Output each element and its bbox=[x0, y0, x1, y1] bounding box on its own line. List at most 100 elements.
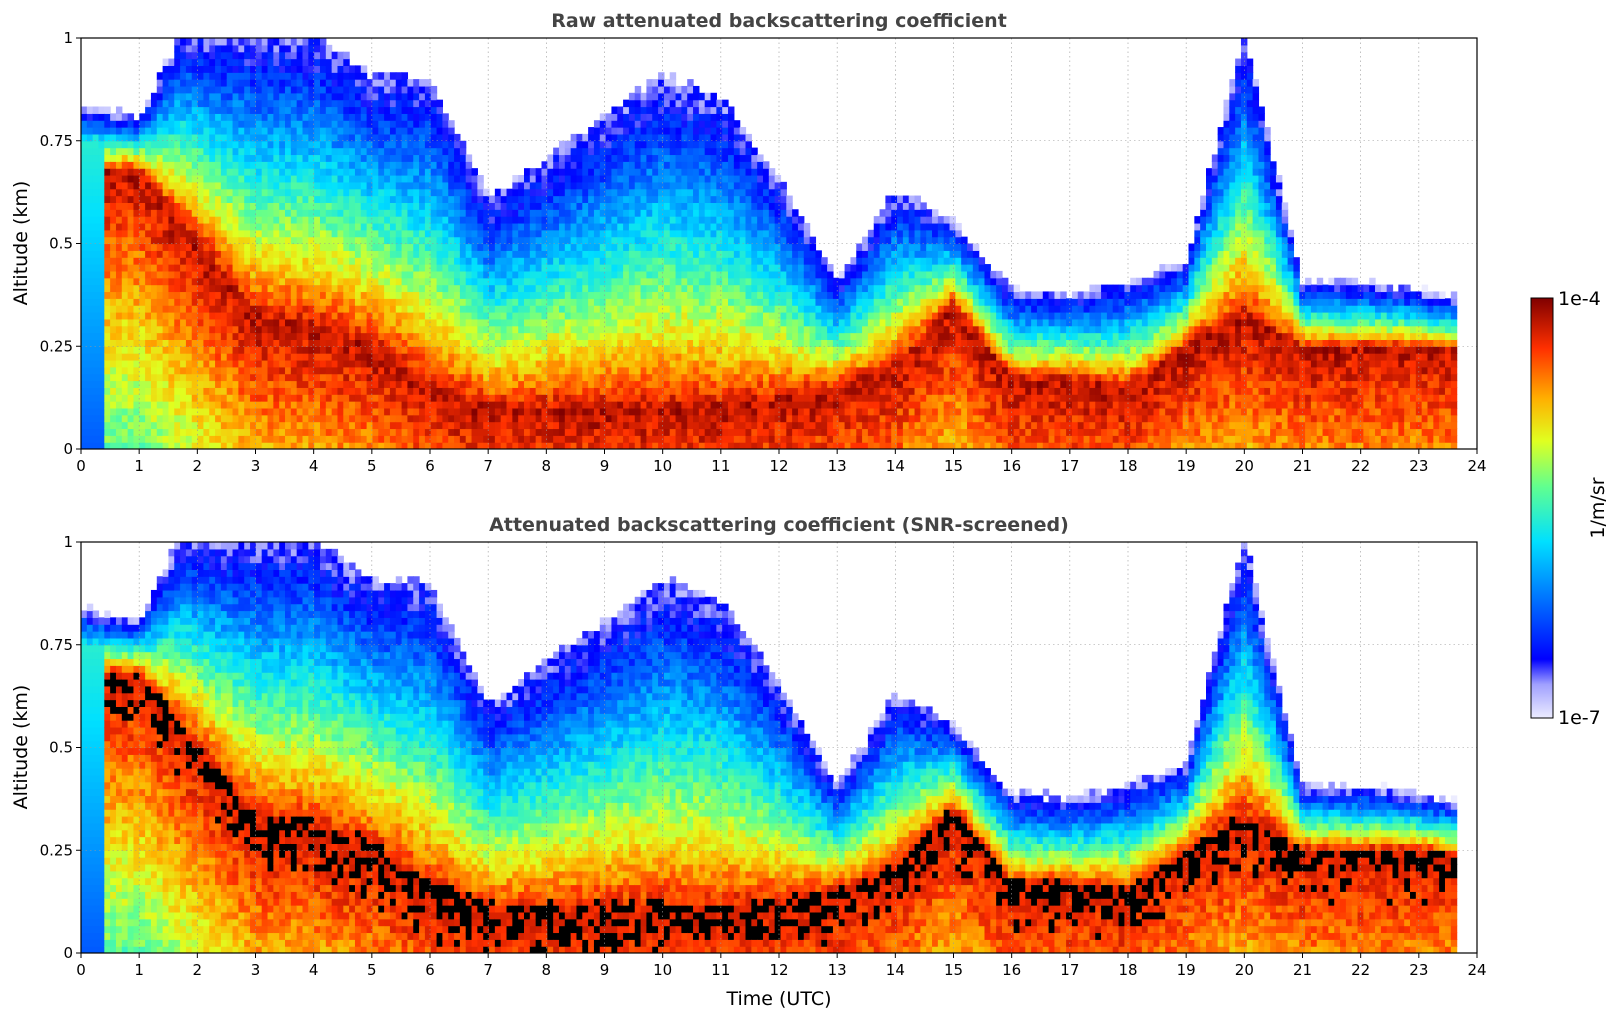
heatmap-cell bbox=[471, 346, 478, 354]
heatmap-cell bbox=[244, 346, 251, 354]
heatmap-cell bbox=[232, 312, 239, 320]
heatmap-cell bbox=[506, 387, 513, 395]
heatmap-cell bbox=[220, 250, 228, 258]
heatmap-cell bbox=[250, 428, 257, 436]
heatmap-cell bbox=[535, 291, 543, 299]
heatmap-cell bbox=[494, 332, 502, 340]
heatmap-cell bbox=[512, 318, 519, 327]
heatmap-cell bbox=[156, 346, 164, 354]
heatmap-cell bbox=[524, 236, 531, 245]
heatmap-cell bbox=[442, 394, 449, 402]
heatmap-cell bbox=[244, 65, 251, 73]
heatmap-cell bbox=[483, 414, 490, 423]
heatmap-cell bbox=[389, 195, 397, 203]
heatmap-cell bbox=[354, 168, 362, 176]
heatmap-cell bbox=[558, 236, 566, 245]
heatmap-cell bbox=[395, 92, 403, 101]
heatmap-cell bbox=[378, 264, 385, 272]
heatmap-cell bbox=[360, 291, 368, 299]
heatmap-cell bbox=[389, 216, 397, 224]
heatmap-cell bbox=[215, 120, 222, 128]
heatmap-cell bbox=[454, 243, 461, 251]
heatmap-cell bbox=[185, 44, 193, 53]
heatmap-cell bbox=[180, 181, 187, 190]
heatmap-cell bbox=[424, 421, 432, 430]
heatmap-cell bbox=[302, 79, 309, 87]
heatmap-cell bbox=[541, 318, 548, 327]
heatmap-cell bbox=[308, 250, 315, 258]
heatmap-cell bbox=[302, 161, 309, 169]
heatmap-cell bbox=[524, 257, 531, 265]
heatmap-cell bbox=[285, 85, 292, 94]
heatmap-cell bbox=[337, 65, 344, 73]
heatmap-cell bbox=[290, 277, 298, 286]
heatmap-cell bbox=[529, 175, 537, 183]
heatmap-cell bbox=[541, 380, 548, 388]
heatmap-cell bbox=[267, 113, 274, 121]
heatmap-cell bbox=[419, 264, 426, 272]
heatmap-cell bbox=[634, 99, 642, 108]
heatmap-cell bbox=[623, 339, 630, 347]
heatmap-cell bbox=[611, 106, 618, 114]
heatmap-cell bbox=[535, 318, 543, 327]
heatmap-cell bbox=[407, 332, 414, 340]
heatmap-cell bbox=[459, 188, 467, 197]
heatmap-cell bbox=[454, 250, 461, 258]
heatmap-cell bbox=[250, 305, 257, 313]
heatmap-cell bbox=[331, 332, 339, 340]
heatmap-cell bbox=[209, 312, 216, 320]
heatmap-cell bbox=[255, 92, 263, 101]
heatmap-cell bbox=[156, 435, 164, 443]
heatmap-cell bbox=[401, 401, 409, 409]
heatmap-cell bbox=[570, 147, 578, 156]
heatmap-cell bbox=[162, 243, 170, 251]
heatmap-cell bbox=[588, 318, 595, 327]
heatmap-cell bbox=[605, 161, 613, 169]
heatmap-cell bbox=[115, 250, 123, 258]
heatmap-cell bbox=[81, 284, 88, 293]
heatmap-cell bbox=[529, 257, 537, 265]
heatmap-cell bbox=[302, 407, 309, 416]
heatmap-cell bbox=[623, 394, 630, 402]
heatmap-cell bbox=[296, 250, 304, 258]
heatmap-cell bbox=[325, 428, 333, 436]
heatmap-cell bbox=[401, 127, 409, 135]
heatmap-cell bbox=[436, 133, 443, 142]
heatmap-cell bbox=[244, 79, 251, 87]
heatmap-cell bbox=[401, 298, 409, 306]
heatmap-cell bbox=[349, 106, 356, 114]
heatmap-cell bbox=[331, 195, 339, 203]
heatmap-cell bbox=[209, 147, 216, 156]
heatmap-cell bbox=[337, 58, 344, 66]
heatmap-cell bbox=[588, 442, 595, 449]
heatmap-cell bbox=[290, 318, 298, 327]
heatmap-cell bbox=[471, 435, 478, 443]
heatmap-cell bbox=[168, 318, 175, 327]
heatmap-cell bbox=[150, 229, 158, 238]
heatmap-cell bbox=[162, 154, 170, 162]
heatmap-cell bbox=[553, 339, 560, 347]
heatmap-cell bbox=[401, 380, 409, 388]
heatmap-cell bbox=[220, 401, 228, 409]
heatmap-cell bbox=[576, 325, 583, 334]
heatmap-cell bbox=[110, 229, 117, 238]
heatmap-cell bbox=[593, 421, 601, 430]
heatmap-cell bbox=[389, 133, 397, 142]
heatmap-cell bbox=[419, 435, 426, 443]
heatmap-cell bbox=[442, 168, 449, 176]
heatmap-cell bbox=[623, 284, 630, 293]
heatmap-cell bbox=[98, 140, 105, 149]
heatmap-cell bbox=[372, 346, 379, 354]
heatmap-cell bbox=[459, 243, 467, 251]
heatmap-cell bbox=[244, 222, 251, 231]
heatmap-cell bbox=[145, 209, 152, 217]
heatmap-cell bbox=[139, 229, 146, 238]
heatmap-cell bbox=[628, 147, 636, 156]
heatmap-cell bbox=[290, 188, 298, 197]
heatmap-cell bbox=[145, 387, 152, 395]
heatmap-cell bbox=[419, 154, 426, 162]
heatmap-cell bbox=[605, 387, 613, 395]
heatmap-cell bbox=[448, 133, 455, 142]
heatmap-cell bbox=[174, 209, 181, 217]
heatmap-cell bbox=[541, 359, 548, 368]
